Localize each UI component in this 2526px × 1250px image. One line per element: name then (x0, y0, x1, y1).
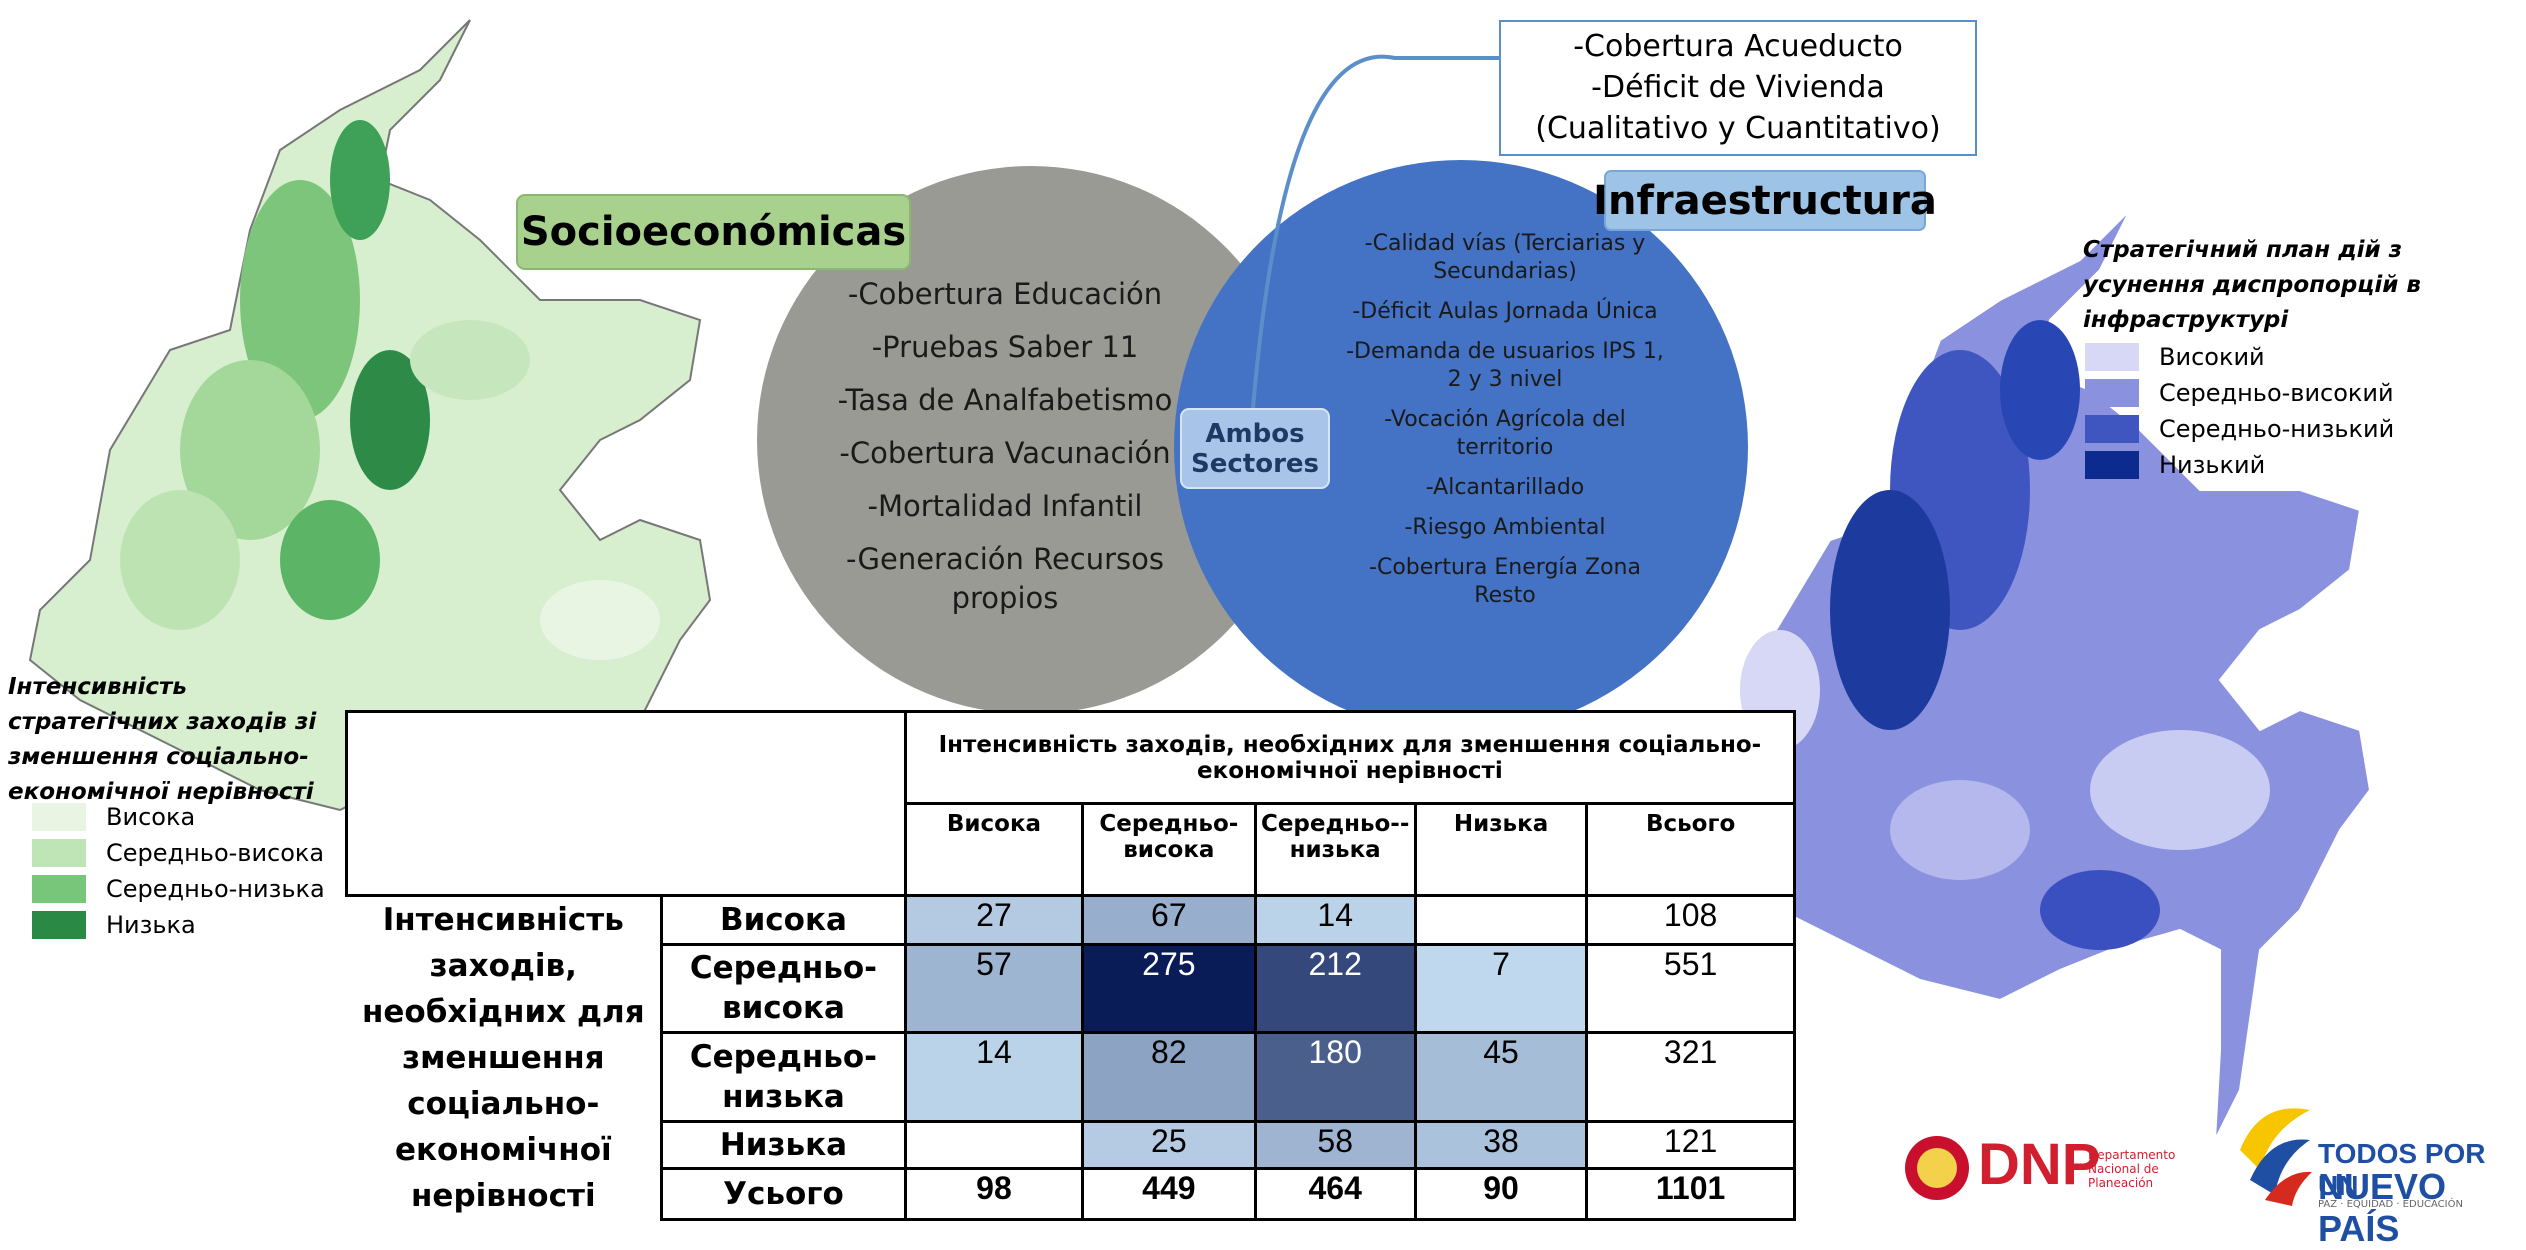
list-item: -Mortalidad Infantil (820, 487, 1190, 526)
table-cell: 27 (905, 896, 1082, 945)
legend-item: Середньо-висока (32, 839, 324, 867)
row-group: Інтенсивність заходів, необхідних для зм… (347, 896, 662, 1220)
logo-slogan (2240, 1108, 2312, 1206)
column-header: Середньо--низька (1255, 804, 1415, 896)
legend-item: Високий (2085, 343, 2265, 371)
list-item: -Riesgo Ambiental (1340, 514, 1670, 542)
legend-swatch (32, 875, 86, 903)
table-cell: 551 (1587, 944, 1795, 1032)
slogan-sub: PAZ · EQUIDAD · EDUCACIÓN (2318, 1199, 2463, 1210)
logo-dnp (1905, 1136, 1969, 1200)
legend-item: Низький (2085, 451, 2265, 479)
row-label: Усього (662, 1168, 906, 1219)
socio-label: Socioeconómicas (517, 195, 910, 269)
legend-swatch (2085, 343, 2139, 371)
table-cell: 7 (1415, 944, 1586, 1032)
legend-item: Середньо-низька (32, 875, 325, 903)
legend-label: Низький (2159, 451, 2265, 479)
left-legend-title: Інтенсивність стратегічних заходів зі зм… (8, 670, 328, 810)
table-cell: 57 (905, 944, 1082, 1032)
legend-label: Середньо-високий (2159, 379, 2394, 407)
right-legend-title: Стратегічний план дій з усунення диспроп… (2083, 233, 2523, 338)
table-cell (905, 1122, 1082, 1169)
list-item: -Alcantarillado (1340, 474, 1670, 502)
list-item: -Pruebas Saber 11 (820, 328, 1190, 367)
table-cell (1415, 896, 1586, 945)
table-cell: 90 (1415, 1168, 1586, 1219)
table-cell: 98 (905, 1168, 1082, 1219)
shared-label: Ambos Sectores (1181, 409, 1329, 488)
callout-list: -Cobertura Acueducto-Déficit de Vivienda… (1505, 26, 1971, 149)
legend-swatch (32, 911, 86, 939)
list-item: -Cobertura Vacunación (820, 434, 1190, 473)
row-label: Середньо-низька (662, 1032, 906, 1121)
legend-label: Середньо-висока (106, 839, 324, 867)
list-item: -Demanda de usuarios IPS 1, 2 y 3 nivel (1340, 338, 1670, 394)
table-cell: 212 (1255, 944, 1415, 1032)
page: Інтенсивність стратегічних заходів зі зм… (0, 0, 2526, 1206)
table-cell: 67 (1083, 896, 1255, 945)
list-item: -Tasa de Analfabetismo (820, 381, 1190, 420)
list-item: -Cobertura Energía Zona Resto (1340, 554, 1670, 610)
table-cell: 45 (1415, 1032, 1586, 1121)
table-cell: 108 (1587, 896, 1795, 945)
table-cell: 14 (1255, 896, 1415, 945)
table-cell: 464 (1255, 1168, 1415, 1219)
list-item: -Calidad vías (Terciarias y Secundarias) (1340, 230, 1670, 286)
list-item: -Cobertura Educación (820, 275, 1190, 314)
corner-cell (347, 712, 906, 896)
list-item: -Déficit Aulas Jornada Única (1340, 298, 1670, 326)
column-header: Низька (1415, 804, 1586, 896)
table-cell: 38 (1415, 1122, 1586, 1169)
infra-list: -Calidad vías (Terciarias y Secundarias)… (1340, 230, 1670, 622)
list-item: -Vocación Agrícola del territorio (1340, 406, 1670, 462)
list-item: -Generación Recursos propios (820, 540, 1190, 618)
table-cell: 180 (1255, 1032, 1415, 1121)
table-cell: 1101 (1587, 1168, 1795, 1219)
data-row: Інтенсивність заходів, необхідних для зм… (347, 896, 1795, 945)
legend-swatch (32, 803, 86, 831)
legend-item: Середньо-низький (2085, 415, 2394, 443)
table-cell: 14 (905, 1032, 1082, 1121)
table-cell: 25 (1083, 1122, 1255, 1169)
legend-label: Середньо-низька (106, 875, 325, 903)
legend-item: Низька (32, 911, 196, 939)
list-item: -Déficit de Vivienda (Cualitativo y Cuan… (1505, 67, 1971, 149)
column-header: Всього (1587, 804, 1795, 896)
infra-label: Infraestructura (1605, 171, 1925, 230)
header-row: Інтенсивність заходів, необхідних для зм… (347, 712, 1795, 804)
table-cell: 449 (1083, 1168, 1255, 1219)
row-label: Висока (662, 896, 906, 945)
cross-table: Інтенсивність заходів, необхідних для зм… (345, 710, 1796, 1221)
column-header: Висока (905, 804, 1082, 896)
legend-swatch (2085, 451, 2139, 479)
table-cell: 321 (1587, 1032, 1795, 1121)
dnp-subtitle: Departamento Nacional de Planeación (2088, 1148, 2178, 1190)
legend-label: Середньо-низький (2159, 415, 2394, 443)
table-cell: 275 (1083, 944, 1255, 1032)
column-group: Інтенсивність заходів, необхідних для зм… (905, 712, 1794, 804)
dnp-text: DNP (1978, 1135, 2100, 1195)
legend-swatch (2085, 415, 2139, 443)
table-cell: 121 (1587, 1122, 1795, 1169)
legend-label: Низька (106, 911, 196, 939)
legend-swatch (2085, 379, 2139, 407)
legend-item: Середньо-високий (2085, 379, 2394, 407)
legend-swatch (32, 839, 86, 867)
table-cell: 58 (1255, 1122, 1415, 1169)
legend-label: Високий (2159, 343, 2265, 371)
list-item: -Cobertura Acueducto (1505, 26, 1971, 67)
legend-label: Висока (106, 803, 195, 831)
legend-item: Висока (32, 803, 195, 831)
row-label: Середньо-висока (662, 944, 906, 1032)
socio-list: -Cobertura Educación -Pruebas Saber 11 -Ta… (820, 275, 1190, 632)
column-header: Середньо-висока (1083, 804, 1255, 896)
table-cell: 82 (1083, 1032, 1255, 1121)
row-label: Низька (662, 1122, 906, 1169)
